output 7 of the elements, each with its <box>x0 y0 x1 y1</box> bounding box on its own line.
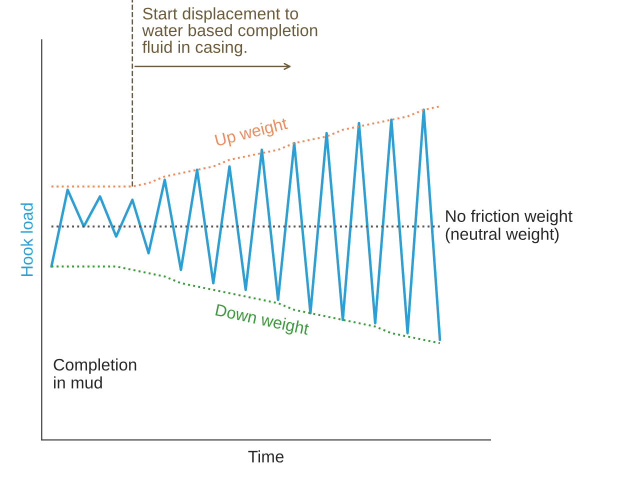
annotation: Completion in mud <box>54 358 136 389</box>
x-axis-title: Time <box>248 450 284 463</box>
y-axis-title: Hook load <box>20 203 33 276</box>
text: Down weight <box>214 303 310 338</box>
text: Up weight <box>214 116 289 150</box>
text: Start displacement to water based completion fluid in casing. <box>142 7 318 56</box>
series-label: No friction weight (neutral weight) <box>446 210 572 244</box>
